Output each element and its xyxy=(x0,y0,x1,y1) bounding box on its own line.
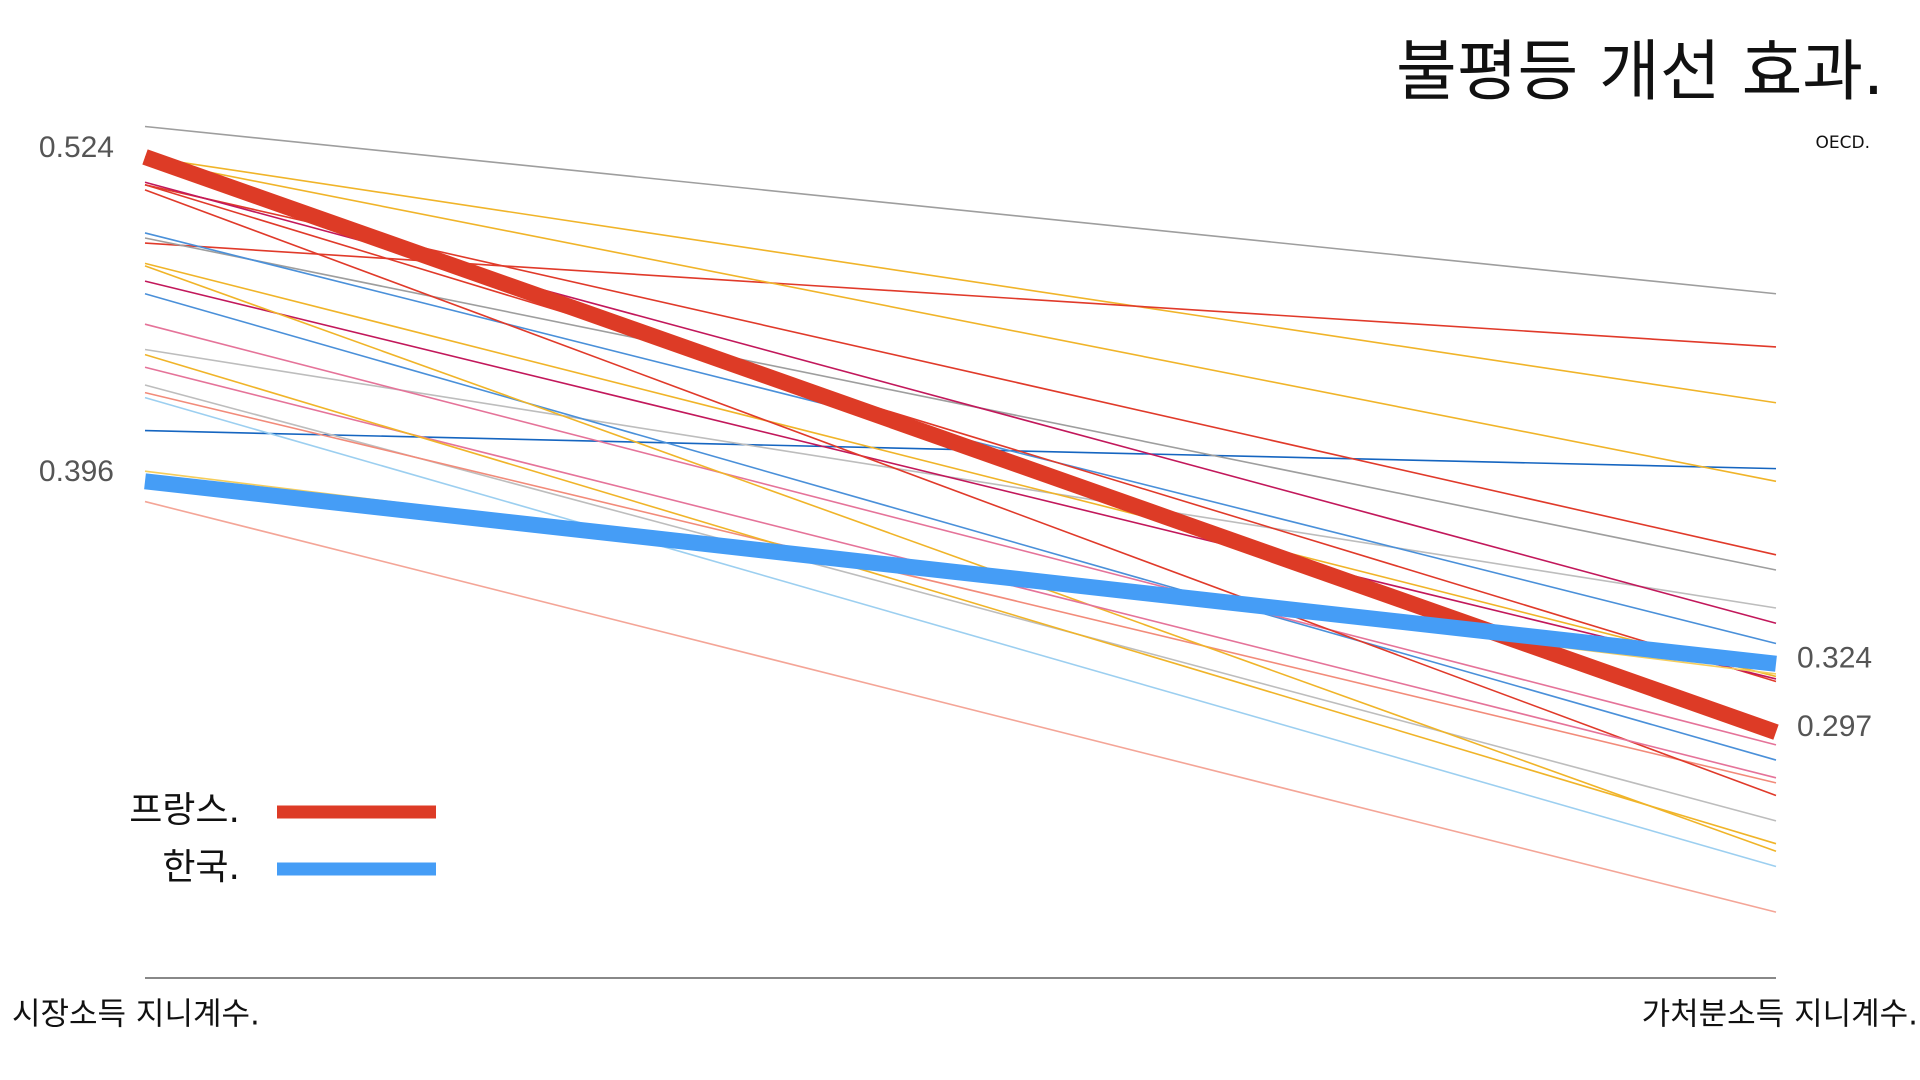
series-line xyxy=(144,473,1777,672)
series-line xyxy=(144,262,1777,678)
series-line xyxy=(144,396,1777,868)
series-line xyxy=(144,391,1777,784)
series-line xyxy=(144,353,1777,845)
series-line xyxy=(144,189,1777,797)
series-line xyxy=(144,156,1777,404)
series-line xyxy=(144,323,1777,746)
series-line xyxy=(144,184,1777,683)
series-line xyxy=(144,292,1777,761)
value-label: 0.324 xyxy=(1797,642,1872,675)
series-line xyxy=(142,149,1779,740)
legend-label: 한국. xyxy=(162,847,240,888)
series-line xyxy=(144,237,1777,571)
x-tick-label: 시장소득 지니계수. xyxy=(12,997,260,1033)
chart-title: 불평등 개선 효과. xyxy=(1396,33,1884,110)
value-label: 0.524 xyxy=(39,131,114,164)
series-line xyxy=(144,125,1777,295)
value-label: 0.396 xyxy=(39,455,114,488)
legend-label: 프랑스. xyxy=(129,790,240,831)
series-line xyxy=(144,158,1777,483)
series-line xyxy=(144,280,1777,680)
series-line xyxy=(144,265,1777,853)
chart-subtitle: OECD. xyxy=(1816,133,1871,153)
x-tick-label: 가처분소득 지니계수. xyxy=(1642,997,1918,1033)
value-label: 0.297 xyxy=(1797,710,1872,743)
series-line xyxy=(144,348,1777,609)
series-line xyxy=(144,500,1777,913)
